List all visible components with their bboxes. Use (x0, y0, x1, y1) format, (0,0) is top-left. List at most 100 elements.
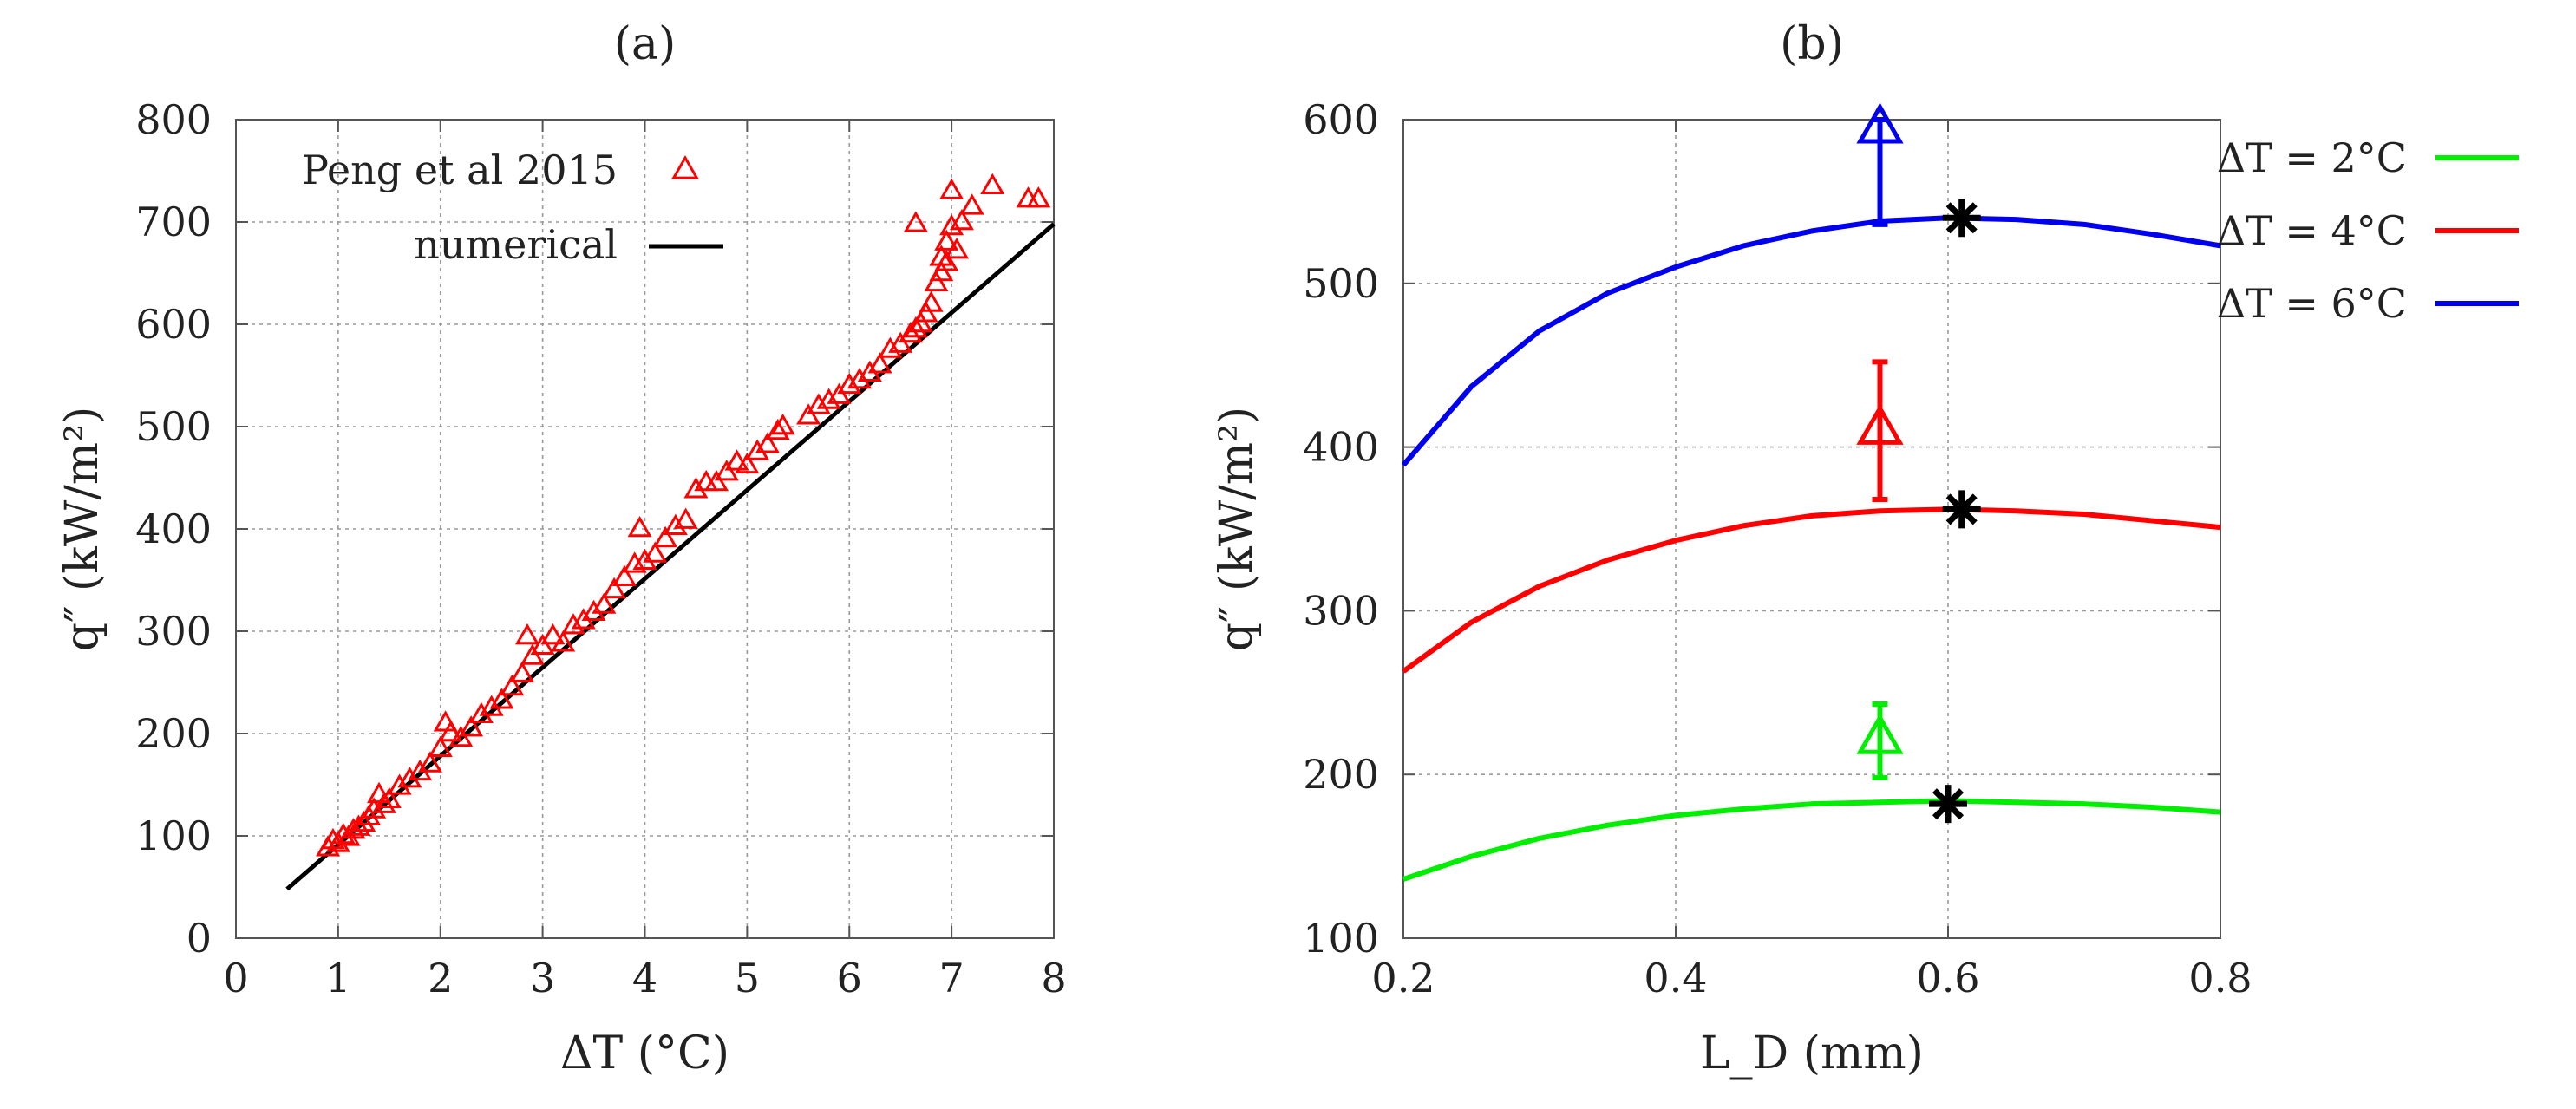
peng-data-point (704, 469, 729, 492)
peng-data-point (934, 229, 959, 251)
y-tick-label: 0 (186, 915, 212, 962)
peng-data-point (510, 661, 535, 682)
peng-data-point (683, 477, 709, 499)
panel-a-title: (a) (614, 18, 677, 70)
panel-a-x-axis-label: ΔT (°C) (560, 1027, 729, 1080)
curve-series-2 (1402, 506, 2221, 674)
x-tick-label: 3 (530, 955, 555, 1001)
y-tick-label: 500 (1303, 260, 1379, 307)
peng-data-point (959, 193, 984, 215)
panel-a: (a) 0 1 2 3 4 5 6 7 8 0 100 200 300 400 500 600 700 800 P… (56, 18, 1067, 1080)
peng-data-point (934, 250, 959, 271)
y-tick-label: 300 (1303, 587, 1379, 634)
curve-series-1 (1402, 798, 2221, 882)
y-tick-label: 100 (135, 812, 212, 859)
panel-a-y-axis-label: q″ (kW/m²) (56, 407, 108, 651)
peng-data-point (468, 701, 494, 724)
peng-data-point (602, 577, 627, 599)
peng-data-point (551, 630, 576, 652)
panel-a-data (285, 173, 1056, 891)
peng-data-point (397, 767, 422, 788)
peng-data-point (827, 382, 852, 404)
peng-data-point (438, 720, 463, 742)
y-tick-label: 700 (135, 199, 212, 245)
peng-data-point (945, 238, 970, 259)
legend-label-series-1: ΔT = 2°C (2217, 134, 2407, 181)
peng-data-point (627, 515, 652, 538)
peng-data-point (837, 372, 862, 395)
peng-data-point (592, 592, 617, 614)
peng-data-point (428, 735, 453, 757)
peng-data-point (755, 432, 780, 453)
curve-series-3 (1401, 215, 2221, 467)
optimum-marker-stroke (1945, 493, 1978, 525)
peng-data-point (929, 259, 954, 282)
peng-data-point (878, 336, 903, 358)
peng-data-point (514, 623, 539, 645)
legend-marker-peng (671, 154, 699, 179)
peng-data-point (939, 178, 964, 199)
panel-b-grid (1403, 120, 2220, 938)
peng-data-point (540, 623, 566, 645)
peng-data-point (745, 439, 770, 460)
peng-data-point (611, 564, 637, 586)
peng-data-point (1026, 186, 1051, 208)
peng-data-point (949, 208, 974, 231)
panel-b: (b) 0.2 0.4 0.6 0.8 100 200 300 400 500 600 ΔT = … (1211, 18, 2519, 1080)
peng-data-point (643, 541, 668, 563)
peng-data-point (847, 367, 873, 389)
peng-data-point (489, 688, 514, 709)
x-tick-label: 0 (223, 955, 248, 1001)
panel-b-y-axis-label: q″ (kW/m²) (1211, 407, 1263, 651)
peng-data-point (1016, 186, 1041, 208)
y-tick-label: 500 (135, 403, 212, 450)
peng-data-point (351, 810, 376, 832)
experiment-point (1856, 713, 1904, 754)
experiment-point (1856, 102, 1904, 144)
peng-data-point (908, 310, 933, 333)
y-tick-label: 100 (1303, 915, 1379, 962)
peng-data-point (903, 211, 928, 232)
peng-data-point (560, 613, 585, 635)
y-tick-label: 800 (135, 96, 212, 143)
peng-data-point (898, 321, 923, 343)
peng-data-point (341, 818, 366, 839)
panel-b-ticks: 0.2 0.4 0.6 0.8 100 200 300 400 500 600 (1303, 96, 2252, 1001)
peng-data-point (913, 301, 938, 323)
peng-data-point (479, 695, 504, 716)
peng-data-point (903, 316, 928, 338)
y-tick-label: 600 (135, 301, 212, 348)
peng-data-point (500, 674, 525, 696)
legend-label-series-3: ΔT = 6°C (2217, 280, 2407, 327)
peng-data-point (694, 469, 719, 492)
x-tick-label: 0.6 (1916, 955, 1979, 1001)
peng-data-point (346, 814, 371, 836)
peng-data-point (376, 786, 402, 808)
peng-data-point (980, 173, 1005, 194)
peng-data-point (581, 599, 606, 622)
optimum-marker (1942, 199, 1981, 238)
legend-label-peng: Peng et al 2015 (302, 147, 618, 193)
peng-data-point (530, 633, 555, 655)
peng-data-point (888, 331, 913, 353)
panel-b-legend: ΔT = 2°C ΔT = 4°C ΔT = 6°C (2217, 134, 2519, 327)
peng-data-point (663, 513, 688, 535)
peng-data-point (735, 452, 760, 474)
y-tick-label: 400 (1303, 424, 1379, 471)
panel-b-title: (b) (1780, 18, 1844, 70)
peng-data-point (770, 413, 795, 435)
y-tick-label: 200 (135, 710, 212, 757)
peng-data-point (653, 525, 678, 548)
optimum-marker-stroke (1932, 788, 1965, 820)
peng-data-point (919, 290, 944, 312)
peng-data-point (417, 751, 442, 773)
optimum-marker (1929, 785, 1967, 824)
peng-data-point (448, 725, 474, 747)
peng-data-point (924, 270, 949, 292)
panel-b-data (1401, 102, 2221, 882)
peng-data-point (520, 643, 545, 665)
y-tick-label: 400 (135, 506, 212, 552)
x-tick-label: 0.8 (2188, 955, 2252, 1001)
peng-data-point (632, 548, 657, 571)
